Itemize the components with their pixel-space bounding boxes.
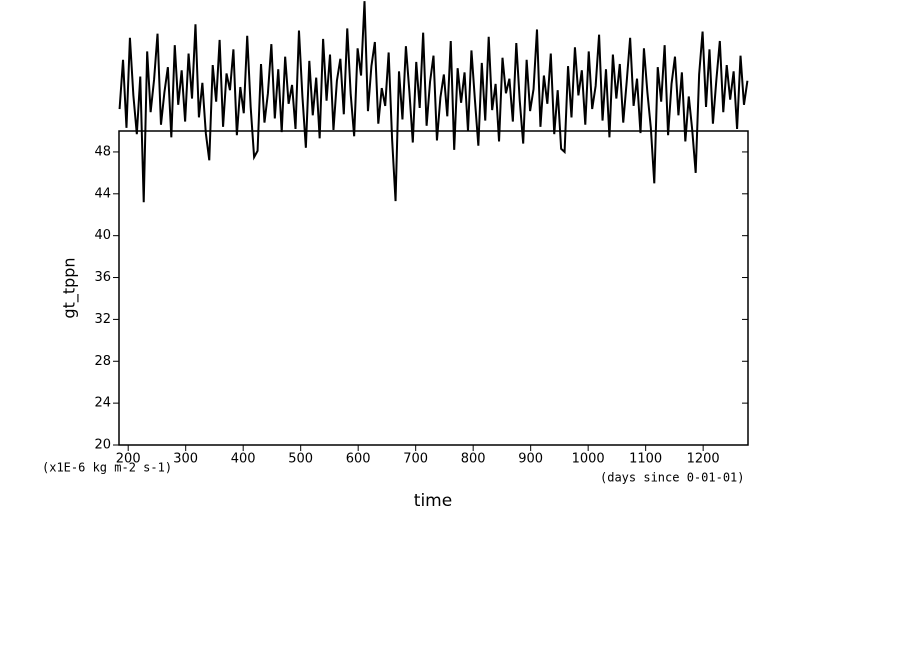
x-tick-label: 600 bbox=[346, 452, 371, 467]
y-tick-label: 28 bbox=[94, 354, 111, 369]
y-tick-label: 48 bbox=[94, 144, 111, 159]
x-tick-label: 1000 bbox=[572, 452, 605, 467]
y-tick-label: 24 bbox=[94, 396, 111, 411]
y-tick-label: 20 bbox=[94, 438, 111, 453]
x-tick-label: 800 bbox=[461, 452, 486, 467]
unit-note: (x1E-6 kg m-2 s-1) bbox=[42, 461, 172, 475]
x-tick-label: 300 bbox=[173, 452, 198, 467]
y-tick-label: 44 bbox=[94, 186, 111, 201]
x-axis-label: time bbox=[414, 491, 452, 511]
x-note: (days since 0-01-01) bbox=[600, 471, 745, 485]
x-tick-label: 200 bbox=[116, 452, 141, 467]
x-tick-label: 900 bbox=[518, 452, 543, 467]
x-tick-label: 400 bbox=[231, 452, 256, 467]
x-tick-label: 700 bbox=[403, 452, 428, 467]
x-tick-label: 1200 bbox=[687, 452, 720, 467]
x-tick-label: 1100 bbox=[629, 452, 662, 467]
y-tick-label: 36 bbox=[94, 270, 111, 285]
y-tick-label: 40 bbox=[94, 228, 111, 243]
x-tick-label: 500 bbox=[288, 452, 313, 467]
y-tick-label: 32 bbox=[94, 312, 111, 327]
plot-frame bbox=[118, 130, 749, 446]
y-axis-label: gt_tppn bbox=[60, 257, 80, 318]
data-line bbox=[118, 1, 749, 203]
